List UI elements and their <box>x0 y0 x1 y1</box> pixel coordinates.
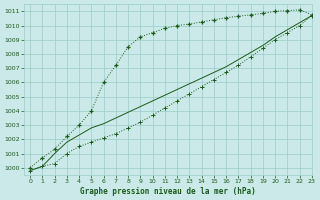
X-axis label: Graphe pression niveau de la mer (hPa): Graphe pression niveau de la mer (hPa) <box>80 187 256 196</box>
